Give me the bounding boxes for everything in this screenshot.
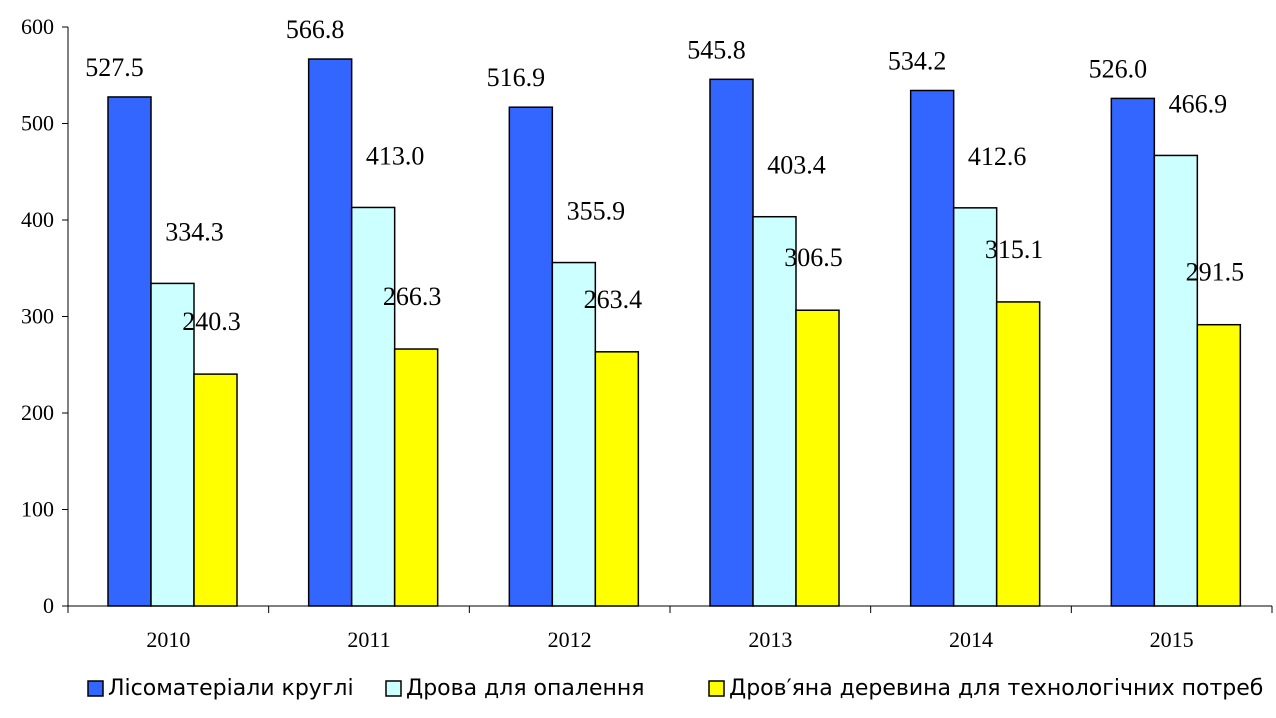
y-tick-label: 300 — [21, 304, 54, 329]
data-label: 413.0 — [366, 141, 425, 170]
bar — [193, 373, 238, 607]
data-label: 527.5 — [85, 53, 144, 82]
data-label: 534.2 — [888, 46, 947, 75]
data-label: 412.6 — [968, 142, 1027, 171]
data-label: 291.5 — [1186, 258, 1245, 287]
legend: Лісоматеріали круглі Дрова для опалення Др… — [87, 676, 1263, 701]
data-label: 516.9 — [487, 63, 546, 92]
bar — [952, 207, 998, 607]
x-tick-label: 2010 — [146, 627, 190, 652]
y-tick-label: 100 — [21, 497, 54, 522]
bar — [1153, 154, 1199, 607]
y-tick-label: 200 — [21, 400, 54, 425]
legend-label: Лісоматеріали круглі — [108, 676, 354, 701]
bar — [709, 78, 754, 607]
legend-label: Дрова для опалення — [406, 676, 644, 701]
x-tick-label: 2011 — [347, 627, 390, 652]
data-label: 334.3 — [165, 217, 224, 246]
bar — [594, 351, 640, 607]
x-tick-label: 2013 — [748, 627, 792, 652]
data-labels: 527.5 566.8 516.9 545.8 534.2 526.0 334.3 413.0… — [85, 15, 1244, 336]
bar — [551, 261, 597, 607]
bar — [1110, 97, 1156, 607]
bar — [350, 206, 396, 607]
legend-swatch — [385, 680, 402, 697]
data-label: 266.3 — [383, 282, 442, 311]
data-label: 545.8 — [687, 35, 746, 64]
bar — [909, 89, 955, 607]
legend-swatch — [708, 680, 725, 697]
y-tick-label: 0 — [43, 593, 54, 618]
bar — [107, 96, 152, 607]
data-label: 355.9 — [567, 197, 626, 226]
bar — [752, 215, 797, 607]
data-label: 240.3 — [182, 307, 241, 336]
data-label: 566.8 — [286, 15, 345, 44]
data-label: 403.4 — [767, 151, 826, 180]
legend-swatch — [87, 680, 104, 697]
y-tick-label: 400 — [21, 207, 54, 232]
bar — [508, 106, 554, 607]
data-label: 306.5 — [784, 243, 843, 272]
data-label: 315.1 — [985, 235, 1044, 264]
x-tick-label: 2015 — [1150, 627, 1194, 652]
bar — [150, 282, 195, 607]
y-tick-label: 500 — [21, 111, 54, 136]
axes: 0 100 200 300 400 500 600 2010 2011 2012 2013 2014 2… — [21, 14, 1273, 652]
x-tick-label: 2014 — [949, 627, 993, 652]
data-label: 466.9 — [1169, 89, 1228, 118]
legend-label: Дров′яна деревина для технологічних потр… — [729, 676, 1263, 701]
bar — [995, 301, 1041, 607]
bar — [1196, 323, 1242, 607]
bar — [307, 58, 353, 607]
data-label: 263.4 — [584, 285, 643, 314]
y-tick-label: 600 — [21, 14, 54, 39]
bars — [107, 58, 1242, 607]
x-tick-label: 2012 — [548, 627, 592, 652]
bar — [393, 348, 439, 607]
bar — [795, 309, 840, 607]
data-label: 526.0 — [1089, 54, 1148, 83]
